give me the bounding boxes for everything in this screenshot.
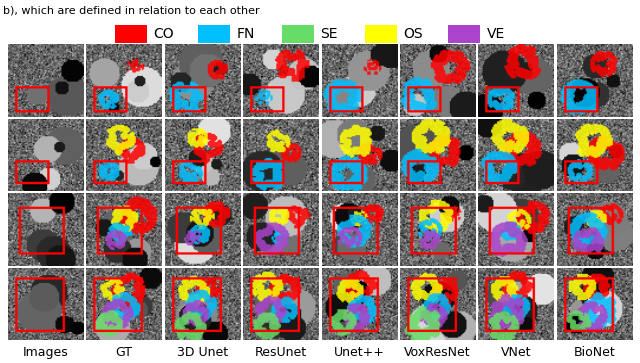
Text: 3D Unet: 3D Unet bbox=[177, 346, 228, 359]
Text: VoxResNet: VoxResNet bbox=[404, 346, 471, 359]
Text: ResUnet: ResUnet bbox=[255, 346, 307, 359]
Text: SE: SE bbox=[320, 27, 337, 41]
Text: Unet++: Unet++ bbox=[334, 346, 385, 359]
Text: OS: OS bbox=[403, 27, 423, 41]
FancyBboxPatch shape bbox=[198, 25, 230, 43]
Text: GT: GT bbox=[115, 346, 132, 359]
Text: VE: VE bbox=[486, 27, 505, 41]
FancyBboxPatch shape bbox=[448, 25, 480, 43]
Text: VNet: VNet bbox=[500, 346, 531, 359]
FancyBboxPatch shape bbox=[365, 25, 397, 43]
Text: CO: CO bbox=[154, 27, 174, 41]
Text: b), which are defined in relation to each other: b), which are defined in relation to eac… bbox=[3, 5, 260, 15]
Text: BioNet: BioNet bbox=[573, 346, 615, 359]
Text: Images: Images bbox=[23, 346, 68, 359]
FancyBboxPatch shape bbox=[282, 25, 314, 43]
Text: FN: FN bbox=[237, 27, 255, 41]
FancyBboxPatch shape bbox=[115, 25, 147, 43]
